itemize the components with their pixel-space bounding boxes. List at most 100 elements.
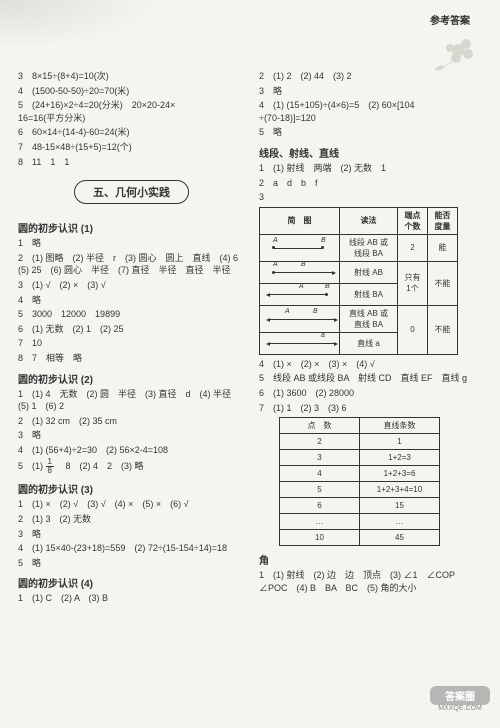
td: …: [280, 514, 360, 530]
td: 5: [280, 482, 360, 498]
text-line: 5 (24+16)×2÷4=20(分米) 20×20-24× 16=16(平方分米…: [18, 99, 245, 124]
text-line: 1 (1) × (2) √ (3) √ (4) × (5) × (6) √: [18, 498, 245, 511]
td: 1+2=3: [360, 450, 440, 466]
td: 射线 AB: [340, 261, 398, 283]
text-line: 2 (1) 3 (2) 无数: [18, 513, 245, 526]
td: 能: [428, 234, 458, 261]
table-row: ……: [280, 514, 440, 530]
table-row: 21: [280, 434, 440, 450]
subheading: 圆的初步认识 (4): [18, 575, 245, 590]
fraction: 1 8: [46, 458, 54, 475]
diagram-cell: AB: [260, 261, 340, 283]
denominator: 8: [46, 467, 54, 475]
th: 读法: [340, 207, 398, 234]
text-line: 4 (1) (15+105)÷(4×6)=5 (2) 60×[104÷(70-1…: [259, 99, 486, 124]
text-line: 1 (1) 4 无数 (2) 圆 半径 (3) 直径 d (4) 半径 (5) …: [18, 388, 245, 413]
text-line: 5 3000 12000 19899: [18, 308, 245, 321]
text-line: 1 (1) 射线 两端 (2) 无数 1: [259, 162, 486, 175]
section-heading: 五、几何小实践: [74, 180, 189, 204]
td: 4: [280, 466, 360, 482]
td: 3: [280, 450, 360, 466]
table-row: AB 线段 AB 或线段 BA 2 能: [260, 234, 458, 261]
text-line: 2 (1) 32 cm (2) 35 cm: [18, 415, 245, 428]
td: 只有1个: [398, 261, 428, 305]
table-header-row: 点 数 直线条数: [280, 418, 440, 434]
text-line: 3 略: [18, 429, 245, 442]
td: 2: [398, 234, 428, 261]
watermark-logo: 答案圈: [430, 686, 490, 705]
table-row: 615: [280, 498, 440, 514]
table-header-row: 简 图 读法 端点个数 能否度量: [260, 207, 458, 234]
text-line: 3 略: [18, 528, 245, 541]
text-line: 3 (1) √ (2) × (3) √: [18, 279, 245, 292]
table-row: 41+2+3=6: [280, 466, 440, 482]
section-heading-wrap: 五、几何小实践: [18, 170, 245, 214]
text-line: 1 略: [18, 237, 245, 250]
td: 0: [398, 305, 428, 354]
t: 5 (24+16)×2÷4=20(分米) 20×20-24×: [18, 100, 175, 110]
scan-smudge: [0, 0, 160, 50]
td: 10: [280, 530, 360, 546]
table-geometry-lines: 简 图 读法 端点个数 能否度量 AB 线段 AB 或线段 BA 2 能 AB …: [259, 207, 458, 355]
td: 1: [360, 434, 440, 450]
text-line: 2 a d b f: [259, 177, 486, 190]
page-content: 3 8×15÷(8+4)=10(次) 4 (1500-50-50)÷20=70(…: [0, 0, 500, 615]
subheading: 圆的初步认识 (1): [18, 220, 245, 235]
text-line: 1 (1) 射线 (2) 边 边 顶点 (3) ∠1 ∠COP ∠POC (4)…: [259, 569, 486, 594]
text-line: 7 48-15×48÷(15+5)=12(个): [18, 141, 245, 154]
th: 点 数: [280, 418, 360, 434]
text-line: 1 (1) C (2) A (3) B: [18, 592, 245, 605]
left-column: 3 8×15÷(8+4)=10(次) 4 (1500-50-50)÷20=70(…: [18, 68, 245, 607]
text-line: 4 (1) (56+4)÷2=30 (2) 56×2-4=108: [18, 444, 245, 457]
text-line: 4 (1) × (2) × (3) × (4) √: [259, 358, 486, 371]
text-line: 4 (1500-50-50)÷20=70(米): [18, 85, 245, 98]
table-row: 51+2+3+4=10: [280, 482, 440, 498]
th: 简 图: [260, 207, 340, 234]
td: 射线 BA: [340, 283, 398, 305]
text-line: 8 11 1 1: [18, 156, 245, 169]
text-line: 5 略: [259, 126, 486, 139]
td: 45: [360, 530, 440, 546]
text-line: 3 8×15÷(8+4)=10(次): [18, 70, 245, 83]
diagram-cell: AB: [260, 305, 340, 332]
table-row: 1045: [280, 530, 440, 546]
td: 直线 a: [340, 332, 398, 354]
td: 不能: [428, 261, 458, 305]
text-line: 5 (1) 1 8 8 (2) 4 2 (3) 略: [18, 458, 245, 475]
text-line: 7 (1) 1 (2) 3 (3) 6: [259, 402, 486, 415]
td: 线段 AB 或线段 BA: [340, 234, 398, 261]
th: 能否度量: [428, 207, 458, 234]
td: 1+2+3+4=10: [360, 482, 440, 498]
text-line: 6 (1) 3600 (2) 28000: [259, 387, 486, 400]
text-line: 3 略: [259, 85, 486, 98]
table-row: 31+2=3: [280, 450, 440, 466]
t: 5 (1): [18, 461, 46, 471]
table-points-lines: 点 数 直线条数 21 31+2=3 41+2+3=6 51+2+3+4=10 …: [279, 417, 440, 546]
watermark: 答案圈 MXXQE.COM: [430, 686, 490, 722]
subheading: 线段、射线、直线: [259, 145, 486, 160]
text-line: 6 60×14÷(14-4)-60=24(米): [18, 126, 245, 139]
td: 1+2+3=6: [360, 466, 440, 482]
td: 15: [360, 498, 440, 514]
th: 端点个数: [398, 207, 428, 234]
text-line: 4 (1) 15×40-(23+18)=559 (2) 72÷(15-154÷1…: [18, 542, 245, 555]
td: 不能: [428, 305, 458, 354]
page-header: 参考答案: [430, 12, 470, 27]
text-line: 4 略: [18, 294, 245, 307]
text-line: 2 (1) 图略 (2) 半径 r (3) 圆心 圆上 直线 (4) 6 (5)…: [18, 252, 245, 277]
td: 2: [280, 434, 360, 450]
diagram-cell: AB: [260, 234, 340, 261]
flower-decoration: [418, 30, 488, 80]
watermark-url: MXXQE.COM: [430, 705, 490, 712]
t: 16=16(平方分米): [18, 113, 85, 123]
text-line: 6 (1) 无数 (2) 1 (2) 25: [18, 323, 245, 336]
table-row: AB 直线 AB 或直线 BA 0 不能: [260, 305, 458, 332]
text-line: 8 7 相等 略: [18, 352, 245, 365]
text-line: 5 线段 AB 或线段 BA 射线 CD 直线 EF 直线 g: [259, 372, 486, 385]
subheading: 圆的初步认识 (3): [18, 481, 245, 496]
td: 6: [280, 498, 360, 514]
text-line: 5 略: [18, 557, 245, 570]
subheading: 圆的初步认识 (2): [18, 371, 245, 386]
t: 8 (2) 4 2 (3) 略: [56, 461, 143, 471]
diagram-cell: AB: [260, 283, 340, 305]
